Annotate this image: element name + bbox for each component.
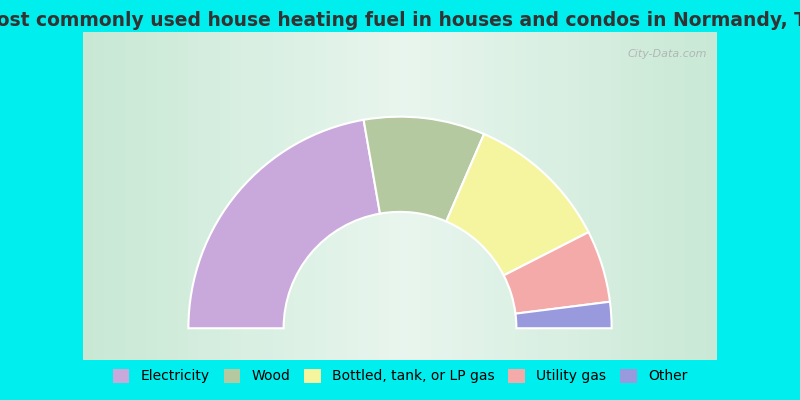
- Bar: [82, 22, 93, 360]
- Wedge shape: [364, 117, 484, 222]
- Bar: [622, 22, 633, 360]
- Bar: [284, 22, 294, 360]
- Text: Most commonly used house heating fuel in houses and condos in Normandy, TN: Most commonly used house heating fuel in…: [0, 10, 800, 30]
- Bar: [474, 22, 485, 360]
- Bar: [654, 22, 665, 360]
- Bar: [157, 22, 167, 360]
- Bar: [294, 22, 305, 360]
- Bar: [210, 22, 220, 360]
- Wedge shape: [446, 134, 589, 276]
- Bar: [538, 22, 548, 360]
- Bar: [146, 22, 157, 360]
- Bar: [368, 22, 379, 360]
- Bar: [220, 22, 230, 360]
- Bar: [665, 22, 675, 360]
- Bar: [516, 22, 527, 360]
- Wedge shape: [188, 120, 380, 328]
- Bar: [696, 22, 707, 360]
- Bar: [242, 22, 252, 360]
- Bar: [337, 22, 347, 360]
- Bar: [463, 22, 474, 360]
- Bar: [432, 22, 442, 360]
- Bar: [326, 22, 337, 360]
- Bar: [135, 22, 146, 360]
- Bar: [114, 22, 125, 360]
- Bar: [252, 22, 262, 360]
- Wedge shape: [504, 232, 610, 314]
- Bar: [104, 22, 114, 360]
- Bar: [570, 22, 580, 360]
- Bar: [495, 22, 506, 360]
- Bar: [548, 22, 558, 360]
- Legend: Electricity, Wood, Bottled, tank, or LP gas, Utility gas, Other: Electricity, Wood, Bottled, tank, or LP …: [109, 364, 691, 388]
- Bar: [675, 22, 686, 360]
- Bar: [178, 22, 188, 360]
- Bar: [612, 22, 622, 360]
- Bar: [485, 22, 495, 360]
- Bar: [93, 22, 104, 360]
- Bar: [410, 22, 421, 360]
- Bar: [125, 22, 135, 360]
- Bar: [188, 22, 199, 360]
- Bar: [506, 22, 516, 360]
- Wedge shape: [515, 302, 612, 328]
- Bar: [230, 22, 242, 360]
- Bar: [390, 22, 400, 360]
- Bar: [421, 22, 432, 360]
- Bar: [347, 22, 358, 360]
- Bar: [358, 22, 368, 360]
- Bar: [262, 22, 273, 360]
- Bar: [601, 22, 612, 360]
- Bar: [558, 22, 570, 360]
- Bar: [400, 22, 410, 360]
- Bar: [453, 22, 463, 360]
- Bar: [315, 22, 326, 360]
- Bar: [686, 22, 696, 360]
- Bar: [643, 22, 654, 360]
- Bar: [442, 22, 453, 360]
- Bar: [305, 22, 315, 360]
- Bar: [590, 22, 601, 360]
- Bar: [167, 22, 178, 360]
- Bar: [580, 22, 590, 360]
- Bar: [707, 22, 718, 360]
- Text: City-Data.com: City-Data.com: [627, 49, 707, 59]
- Bar: [633, 22, 643, 360]
- Bar: [199, 22, 210, 360]
- Bar: [273, 22, 284, 360]
- Bar: [527, 22, 538, 360]
- Bar: [379, 22, 390, 360]
